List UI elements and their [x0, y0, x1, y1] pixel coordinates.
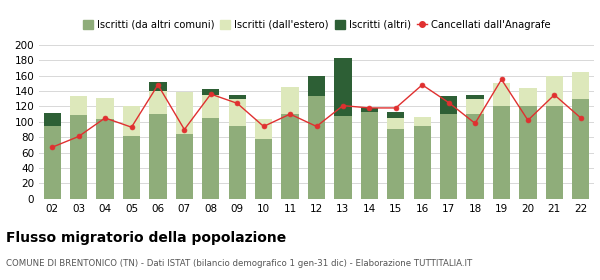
Bar [387, 118, 404, 129]
Bar [493, 106, 510, 199]
Bar [387, 112, 404, 118]
Bar [44, 113, 61, 127]
Text: Flusso migratorio della popolazione: Flusso migratorio della popolazione [6, 231, 286, 245]
Bar [572, 99, 589, 199]
Bar [123, 106, 140, 136]
Bar [440, 96, 457, 114]
Bar [334, 58, 352, 116]
Bar [387, 129, 404, 199]
Bar [176, 134, 193, 199]
Bar [334, 116, 352, 199]
Text: COMUNE DI BRENTONICO (TN) - Dati ISTAT (bilancio demografico 1 gen-31 dic) - Ela: COMUNE DI BRENTONICO (TN) - Dati ISTAT (… [6, 259, 472, 268]
Bar [413, 117, 431, 127]
Bar [202, 90, 220, 95]
Bar [440, 114, 457, 199]
Bar [229, 95, 246, 99]
Legend: Iscritti (da altri comuni), Iscritti (dall'estero), Iscritti (altri), Cancellati: Iscritti (da altri comuni), Iscritti (da… [79, 16, 554, 34]
Bar [44, 127, 61, 199]
Bar [281, 114, 299, 199]
Bar [466, 99, 484, 114]
Bar [149, 91, 167, 114]
Bar [308, 76, 325, 96]
Bar [281, 87, 299, 114]
Bar [255, 120, 272, 139]
Bar [572, 72, 589, 99]
Bar [149, 82, 167, 91]
Bar [97, 98, 113, 120]
Bar [546, 106, 563, 199]
Bar [308, 96, 325, 199]
Bar [202, 118, 220, 199]
Bar [70, 96, 87, 115]
Bar [202, 95, 220, 118]
Bar [176, 92, 193, 134]
Bar [361, 112, 378, 199]
Bar [466, 114, 484, 199]
Bar [413, 127, 431, 199]
Bar [149, 114, 167, 199]
Bar [97, 120, 113, 199]
Bar [546, 76, 563, 106]
Bar [229, 99, 246, 126]
Bar [466, 95, 484, 99]
Bar [520, 88, 536, 106]
Bar [361, 108, 378, 112]
Bar [123, 136, 140, 199]
Bar [229, 126, 246, 199]
Bar [70, 115, 87, 199]
Bar [493, 83, 510, 106]
Bar [520, 106, 536, 199]
Bar [255, 139, 272, 199]
